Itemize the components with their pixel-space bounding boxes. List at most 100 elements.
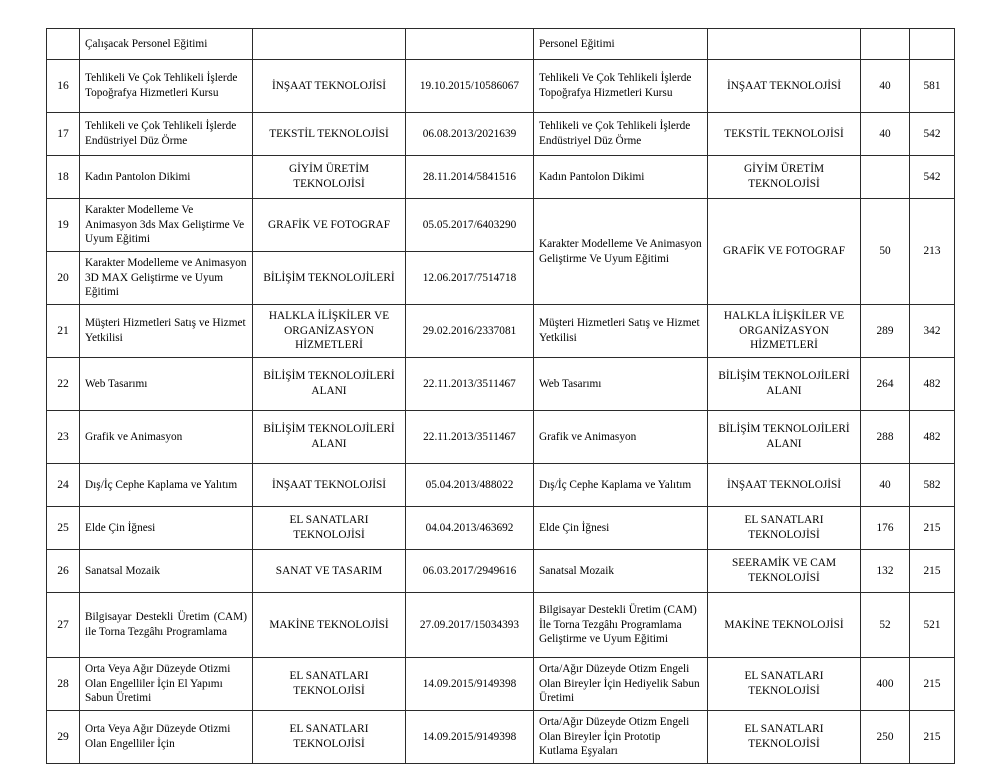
cell-course-field-alt: TEKSTİL TEKNOLOJİSİ [707, 112, 861, 156]
cell-course-field: HALKLA İLİŞKİLER VE ORGANİZASYON HİZMETL… [252, 304, 406, 358]
cell-course-count [860, 155, 910, 199]
cell-course-field-alt [707, 28, 861, 60]
cell-row-number: 17 [46, 112, 80, 156]
cell-course-name: Web Tasarımı [79, 357, 253, 411]
cell-course-name: Tehlikeli ve Çok Tehlikeli İşlerde Endüs… [79, 112, 253, 156]
cell-course-field-alt: EL SANATLARI TEKNOLOJİSİ [707, 710, 861, 764]
cell-row-number: 18 [46, 155, 80, 199]
cell-course-name: Tehlikeli Ve Çok Tehlikeli İşlerde Topoğ… [79, 59, 253, 113]
cell-course-name: Çalışacak Personel Eğitimi [79, 28, 253, 60]
cell-course-date [405, 28, 534, 60]
cell-course-count: 52 [860, 592, 910, 658]
cell-course-code: 482 [909, 357, 955, 411]
cell-row-number: 26 [46, 549, 80, 593]
table-row: 25 Elde Çin İğnesi EL SANATLARI TEKNOLOJ… [46, 506, 955, 550]
cell-row-number: 24 [46, 463, 80, 507]
cell-course-name: Dış/İç Cephe Kaplama ve Yalıtım [79, 463, 253, 507]
cell-course-name: Orta Veya Ağır Düzeyde Otizmi Olan Engel… [79, 657, 253, 711]
cell-course-name: Grafik ve Animasyon [79, 410, 253, 464]
cell-row-number: 19 [46, 198, 80, 252]
cell-course-name-alt: Web Tasarımı [533, 357, 708, 411]
cell-course-date: 04.04.2013/463692 [405, 506, 534, 550]
cell-row-number: 16 [46, 59, 80, 113]
cell-course-field: BİLİŞİM TEKNOLOJİLERİ ALANI [252, 410, 406, 464]
cell-course-date: 28.11.2014/5841516 [405, 155, 534, 199]
document-page: Çalışacak Personel Eğitimi Personel Eğit… [46, 28, 955, 764]
cell-course-date: 14.09.2015/9149398 [405, 657, 534, 711]
course-table-container: Çalışacak Personel Eğitimi Personel Eğit… [46, 28, 955, 764]
cell-course-code: 581 [909, 59, 955, 113]
table-row: 22 Web Tasarımı BİLİŞİM TEKNOLOJİLERİ AL… [46, 357, 955, 411]
cell-course-date: 06.03.2017/2949616 [405, 549, 534, 593]
cell-course-field-alt: İNŞAAT TEKNOLOJİSİ [707, 463, 861, 507]
cell-course-count: 264 [860, 357, 910, 411]
cell-row-number: 29 [46, 710, 80, 764]
cell-course-name: Karakter Modelleme ve Animasyon 3D MAX G… [79, 251, 253, 305]
cell-course-field-alt: İNŞAAT TEKNOLOJİSİ [707, 59, 861, 113]
cell-course-count-merged: 50 [860, 198, 910, 305]
cell-course-name-alt-merged: Karakter Modelleme Ve Animasyon Geliştir… [533, 198, 708, 305]
table-row: 26 Sanatsal Mozaik SANAT VE TASARIM 06.0… [46, 549, 955, 593]
cell-course-field: TEKSTİL TEKNOLOJİSİ [252, 112, 406, 156]
cell-course-name: Karakter Modelleme Ve Animasyon 3ds Max … [79, 198, 253, 252]
table-row: 28 Orta Veya Ağır Düzeyde Otizmi Olan En… [46, 657, 955, 711]
cell-course-name: Kadın Pantolon Dikimi [79, 155, 253, 199]
cell-course-field: BİLİŞİM TEKNOLOJİLERİ ALANI [252, 357, 406, 411]
cell-row-number: 21 [46, 304, 80, 358]
table-row: 19 Karakter Modelleme Ve Animasyon 3ds M… [46, 198, 955, 305]
cell-course-name: Bilgisayar Destekli Üretim (CAM) ile Tor… [79, 592, 253, 658]
cell-course-code-merged: 213 [909, 198, 955, 305]
cell-course-field: EL SANATLARI TEKNOLOJİSİ [252, 710, 406, 764]
cell-course-field-alt-merged: GRAFİK VE FOTOGRAF [707, 198, 861, 305]
table-row: 17 Tehlikeli ve Çok Tehlikeli İşlerde En… [46, 112, 955, 156]
cell-course-name-alt: Tehlikeli Ve Çok Tehlikeli İşlerde Topoğ… [533, 59, 708, 113]
cell-course-count [860, 28, 910, 60]
table-row: Çalışacak Personel Eğitimi Personel Eğit… [46, 28, 955, 60]
cell-course-field: İNŞAAT TEKNOLOJİSİ [252, 463, 406, 507]
cell-course-field-alt: GİYİM ÜRETİM TEKNOLOJİSİ [707, 155, 861, 199]
cell-course-field [252, 28, 406, 60]
cell-course-count: 400 [860, 657, 910, 711]
cell-course-date: 29.02.2016/2337081 [405, 304, 534, 358]
cell-course-code: 582 [909, 463, 955, 507]
cell-course-field-alt: BİLİŞİM TEKNOLOJİLERİ ALANI [707, 357, 861, 411]
cell-course-date: 05.04.2013/488022 [405, 463, 534, 507]
table-row: 23 Grafik ve Animasyon BİLİŞİM TEKNOLOJİ… [46, 410, 955, 464]
cell-course-name-alt: Sanatsal Mozaik [533, 549, 708, 593]
table-row: 24 Dış/İç Cephe Kaplama ve Yalıtım İNŞAA… [46, 463, 955, 507]
cell-row-number: 22 [46, 357, 80, 411]
cell-course-date: 05.05.2017/6403290 [405, 198, 534, 252]
cell-course-name-alt: Grafik ve Animasyon [533, 410, 708, 464]
cell-course-code: 521 [909, 592, 955, 658]
cell-course-field-alt: EL SANATLARI TEKNOLOJİSİ [707, 506, 861, 550]
cell-course-date: 22.11.2013/3511467 [405, 410, 534, 464]
cell-course-date: 06.08.2013/2021639 [405, 112, 534, 156]
cell-course-field: GİYİM ÜRETİM TEKNOLOJİSİ [252, 155, 406, 199]
cell-row-number: 25 [46, 506, 80, 550]
cell-course-code: 542 [909, 155, 955, 199]
cell-course-date: 27.09.2017/15034393 [405, 592, 534, 658]
cell-course-date: 14.09.2015/9149398 [405, 710, 534, 764]
cell-course-code: 215 [909, 549, 955, 593]
cell-course-code [909, 28, 955, 60]
table-row: 16 Tehlikeli Ve Çok Tehlikeli İşlerde To… [46, 59, 955, 113]
table-row: 29 Orta Veya Ağır Düzeyde Otizmi Olan En… [46, 710, 955, 764]
cell-course-code: 215 [909, 657, 955, 711]
cell-course-count: 40 [860, 112, 910, 156]
cell-row-number: 20 [46, 251, 80, 305]
cell-course-field: MAKİNE TEKNOLOJİSİ [252, 592, 406, 658]
cell-row-number: 27 [46, 592, 80, 658]
cell-course-field: GRAFİK VE FOTOGRAF [252, 198, 406, 252]
cell-course-field: İNŞAAT TEKNOLOJİSİ [252, 59, 406, 113]
cell-course-count: 176 [860, 506, 910, 550]
cell-course-date: 19.10.2015/10586067 [405, 59, 534, 113]
table-row: 20 Karakter Modelleme ve Animasyon 3D MA… [46, 251, 955, 305]
cell-course-name-alt: Tehlikeli ve Çok Tehlikeli İşlerde Endüs… [533, 112, 708, 156]
cell-course-code: 215 [909, 710, 955, 764]
cell-course-name-alt: Personel Eğitimi [533, 28, 708, 60]
cell-course-name-alt: Elde Çin İğnesi [533, 506, 708, 550]
cell-course-count: 132 [860, 549, 910, 593]
cell-course-code: 342 [909, 304, 955, 358]
cell-course-field: EL SANATLARI TEKNOLOJİSİ [252, 506, 406, 550]
cell-course-field-alt: SEERAMİK VE CAM TEKNOLOJİSİ [707, 549, 861, 593]
